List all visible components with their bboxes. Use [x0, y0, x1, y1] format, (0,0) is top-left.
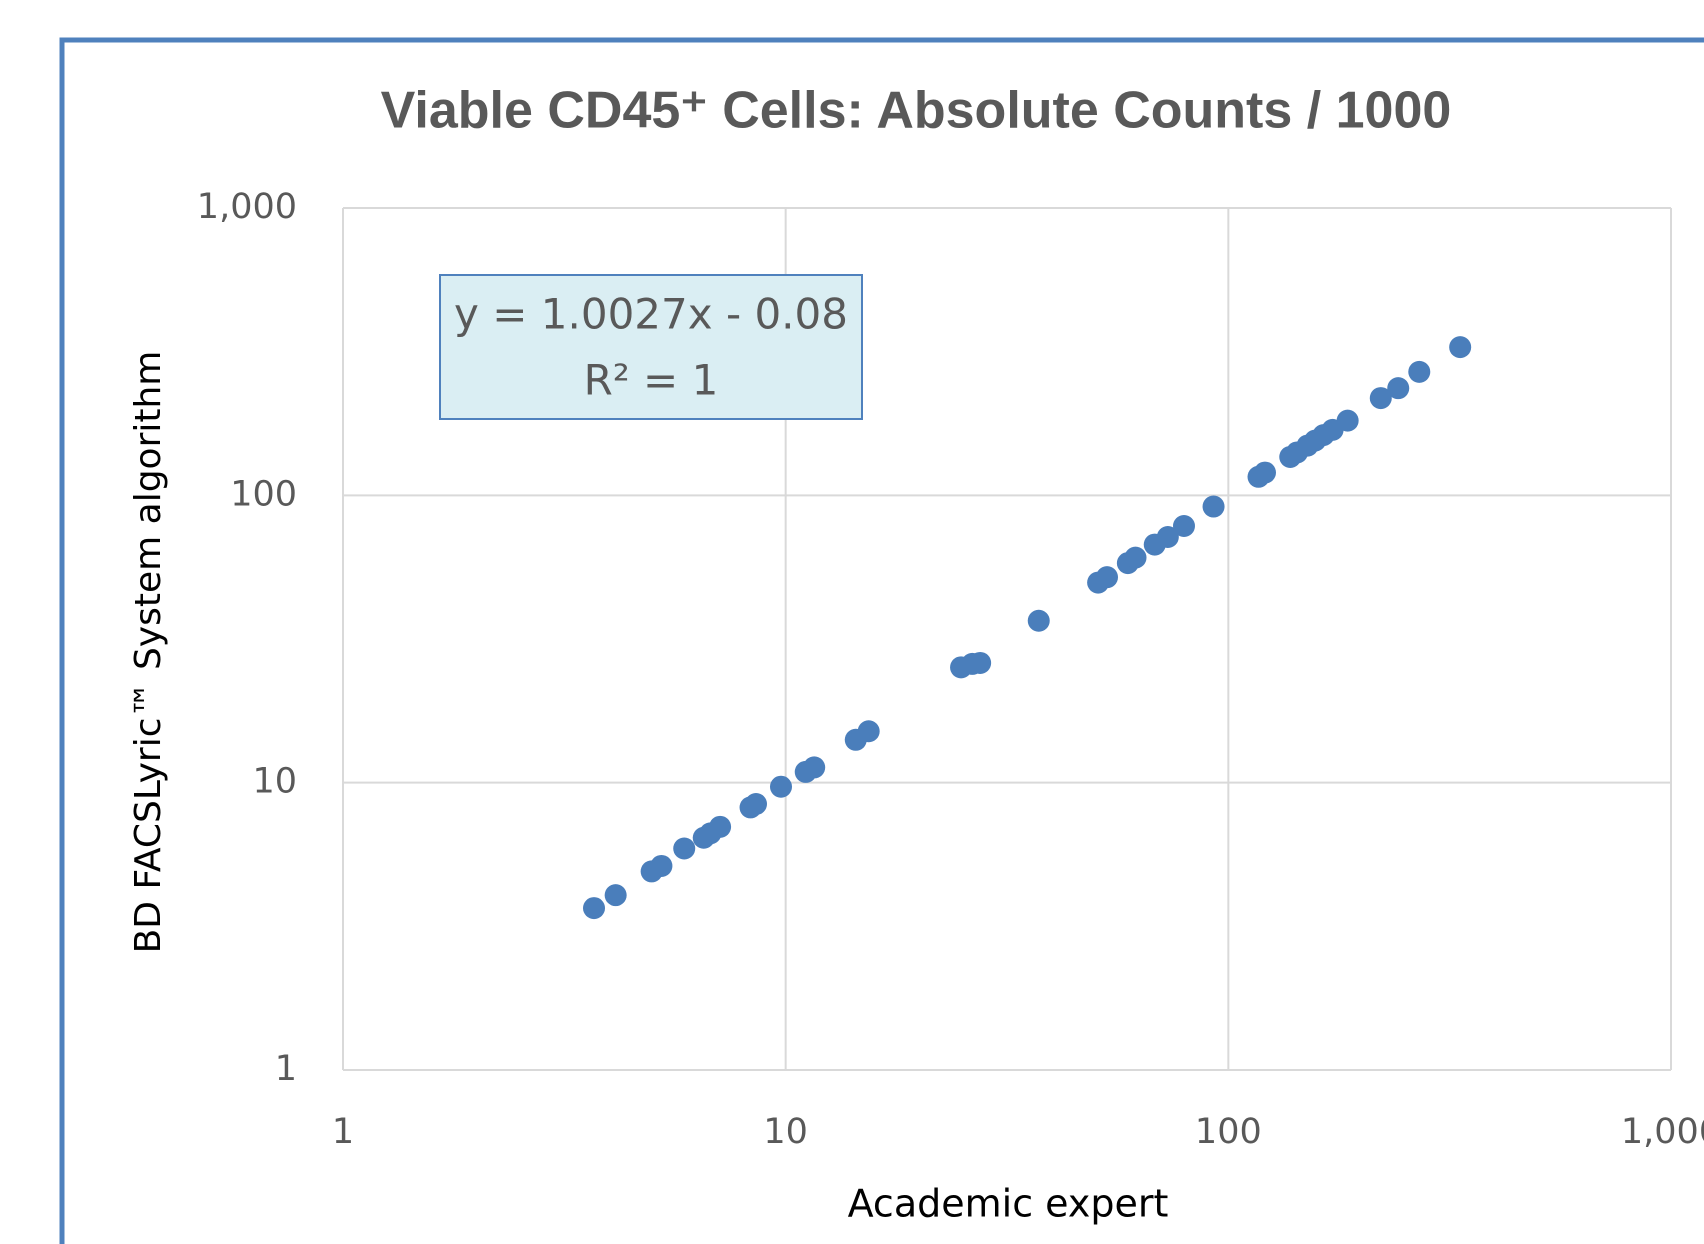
- frame: [59, 37, 1704, 1244]
- y-tick-label: 100: [230, 474, 297, 514]
- point: [1336, 409, 1359, 432]
- point: [1253, 461, 1276, 484]
- x-tick-label: 1,000: [1621, 1112, 1704, 1152]
- point: [1124, 546, 1147, 569]
- x-tick-label: 1: [332, 1112, 354, 1152]
- y-axis-title: BD FACSLyric™ System algorithm: [128, 351, 169, 954]
- point: [744, 792, 767, 815]
- chart-title: Viable CD45⁺ Cells: Absolute Counts / 10…: [381, 82, 1452, 140]
- x-tick-label: 100: [1195, 1112, 1262, 1152]
- point: [803, 756, 826, 779]
- point: [969, 651, 992, 674]
- point: [604, 884, 627, 907]
- point: [650, 854, 673, 877]
- point: [857, 720, 880, 743]
- point: [1202, 495, 1225, 518]
- x-axis-title: Academic expert: [848, 1182, 1169, 1226]
- point: [1387, 377, 1410, 400]
- y-tick-label: 1,000: [197, 187, 297, 227]
- annotation: y = 1.0027x - 0.08: [454, 290, 848, 339]
- x-tick-label: 10: [763, 1112, 808, 1152]
- point: [709, 815, 732, 838]
- point: [769, 775, 792, 798]
- point: [1369, 387, 1392, 410]
- y-tick-label: 10: [252, 762, 297, 802]
- point: [1449, 336, 1472, 359]
- point: [1408, 360, 1431, 383]
- point: [673, 837, 696, 860]
- annotation-box: [439, 274, 863, 420]
- annotation: R² = 1: [584, 356, 719, 405]
- y-tick-label: 1: [275, 1049, 297, 1089]
- point: [583, 897, 606, 920]
- point: [1156, 526, 1179, 549]
- point: [1096, 566, 1119, 589]
- point: [1027, 609, 1050, 632]
- point: [1172, 515, 1195, 538]
